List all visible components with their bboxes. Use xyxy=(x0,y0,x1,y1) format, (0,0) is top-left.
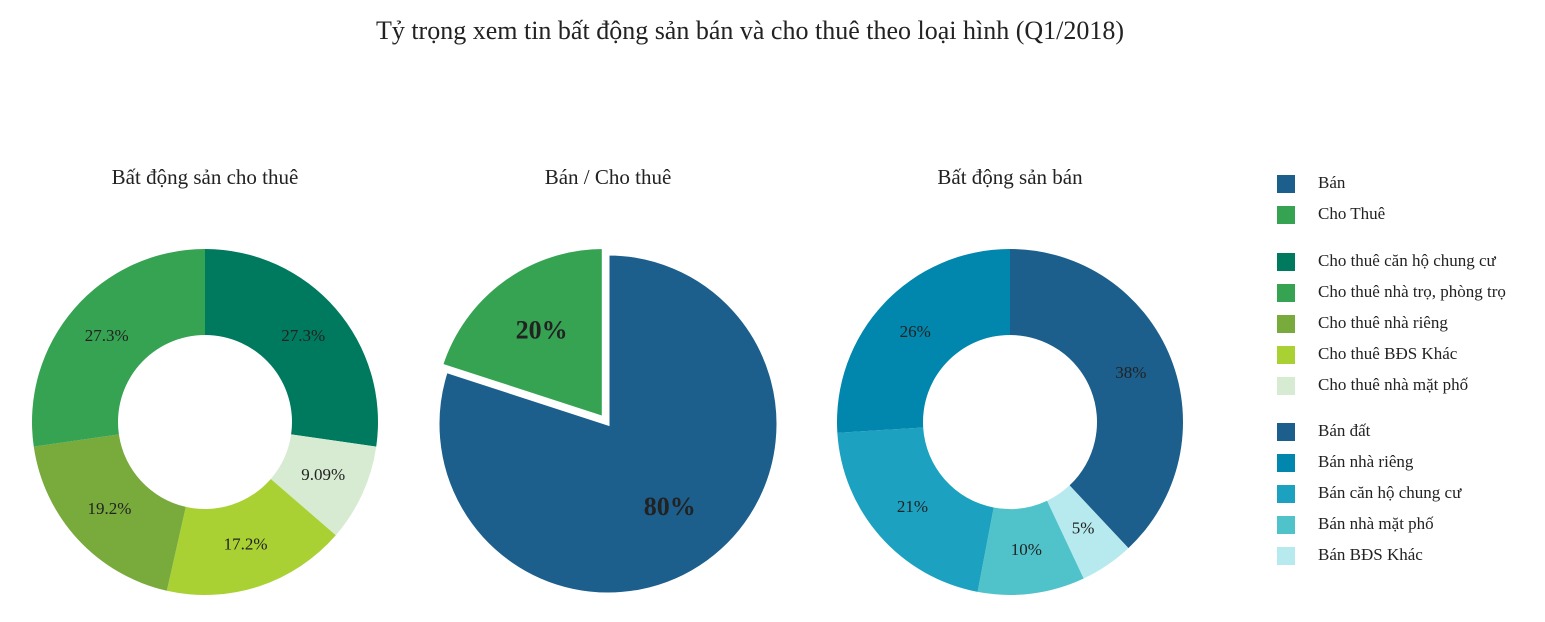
legend-swatch xyxy=(1277,284,1295,302)
legend-swatch xyxy=(1277,253,1295,271)
slice xyxy=(837,427,994,592)
slice xyxy=(270,434,377,536)
legend-label: Cho thuê nhà riêng xyxy=(1318,313,1448,332)
slice xyxy=(1010,249,1183,549)
legend-swatch xyxy=(1277,377,1295,395)
legend-swatch xyxy=(1277,454,1295,472)
value-label: 10% xyxy=(1011,540,1042,559)
legend-label: Bán BĐS Khác xyxy=(1318,545,1423,564)
value-label: 5% xyxy=(1072,518,1095,537)
value-label: 17.2% xyxy=(224,534,268,553)
legend-label: Cho thuê BĐS Khác xyxy=(1318,344,1458,363)
legend-swatch xyxy=(1277,423,1295,441)
slice xyxy=(32,249,206,447)
legend-swatch xyxy=(1277,346,1295,364)
legend-label: Cho thuê nhà mặt phố xyxy=(1318,375,1469,394)
slice xyxy=(33,434,186,591)
slice xyxy=(436,252,780,596)
subplot-title: Bất động sản cho thuê xyxy=(112,165,299,189)
slice xyxy=(166,478,336,595)
legend-label: Bán nhà mặt phố xyxy=(1318,514,1434,533)
value-label: 21% xyxy=(897,497,928,516)
value-label: 19.2% xyxy=(88,499,132,518)
legend-label: Bán căn hộ chung cư xyxy=(1318,483,1462,502)
legend-label: Cho thuê căn hộ chung cư xyxy=(1318,251,1497,270)
legend-swatch xyxy=(1277,547,1295,565)
value-label: 9.09% xyxy=(301,465,345,484)
value-label: 27.3% xyxy=(85,326,129,345)
chart-title: Tỷ trọng xem tin bất động sản bán và cho… xyxy=(376,16,1124,45)
slice xyxy=(1047,485,1129,579)
value-label: 80% xyxy=(644,492,696,521)
legend-swatch xyxy=(1277,175,1295,193)
slice xyxy=(205,249,378,447)
legend-swatch xyxy=(1277,206,1295,224)
legend-label: Bán xyxy=(1318,173,1346,192)
subplot-title: Bất động sản bán xyxy=(937,165,1083,189)
legend-swatch xyxy=(1277,315,1295,333)
slice xyxy=(977,500,1084,595)
legend-swatch xyxy=(1277,485,1295,503)
value-label: 27.3% xyxy=(281,326,325,345)
value-label: 20% xyxy=(516,316,568,345)
legend-label: Cho Thuê xyxy=(1318,204,1385,223)
slice xyxy=(439,246,605,420)
slice xyxy=(837,249,1010,433)
subplot-title: Bán / Cho thuê xyxy=(545,165,672,189)
value-label: 26% xyxy=(900,322,931,341)
legend-swatch xyxy=(1277,516,1295,534)
legend-label: Bán đất xyxy=(1318,421,1371,440)
legend-label: Cho thuê nhà trọ, phòng trọ xyxy=(1318,282,1506,301)
value-label: 38% xyxy=(1115,363,1146,382)
legend-label: Bán nhà riêng xyxy=(1318,452,1414,471)
